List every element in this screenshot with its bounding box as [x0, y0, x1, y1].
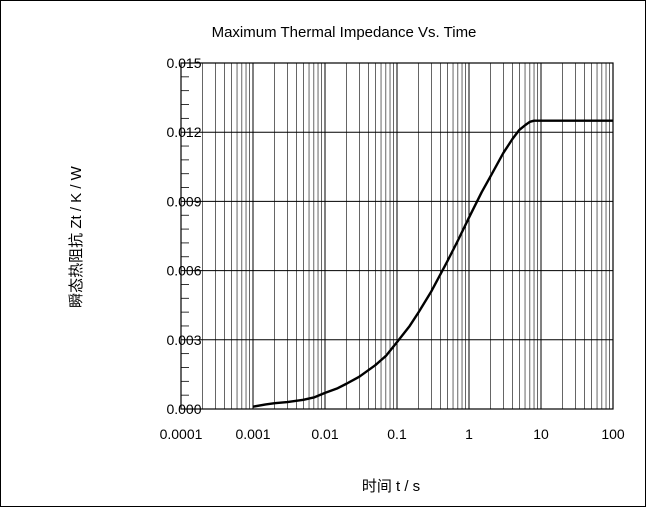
x-tick-label: 0.0001	[160, 426, 203, 442]
x-tick-label: 0.1	[387, 426, 407, 442]
y-tick-label: 0.000	[166, 401, 201, 417]
chart-title: Maximum Thermal Impedance Vs. Time	[212, 24, 477, 41]
y-tick-label: 0.012	[166, 124, 201, 140]
x-tick-labels: 0.0001 0.001 0.01 0.1 1 10 100	[160, 426, 625, 442]
x-tick-label: 0.001	[235, 426, 270, 442]
y-axis-label: 瞬态热阻抗 Zt / K / W	[68, 165, 85, 308]
y-tick-label: 0.003	[166, 332, 201, 348]
x-tick-label: 1	[465, 426, 473, 442]
y-tick-label: 0.015	[166, 55, 201, 71]
x-tick-label: 0.01	[311, 426, 338, 442]
x-tick-label: 10	[533, 426, 549, 442]
series-line	[252, 119, 613, 408]
y-tick-labels: 0.000 0.003 0.006 0.009 0.012 0.015	[166, 55, 201, 417]
y-tick-label: 0.006	[166, 263, 201, 279]
y-tick-label: 0.009	[166, 193, 201, 209]
plot-area-border	[180, 62, 614, 410]
series-layer	[252, 119, 613, 408]
x-axis-label: 时间 t / s	[362, 478, 420, 495]
x-tick-label: 100	[601, 426, 625, 442]
minor-grid	[181, 63, 611, 409]
